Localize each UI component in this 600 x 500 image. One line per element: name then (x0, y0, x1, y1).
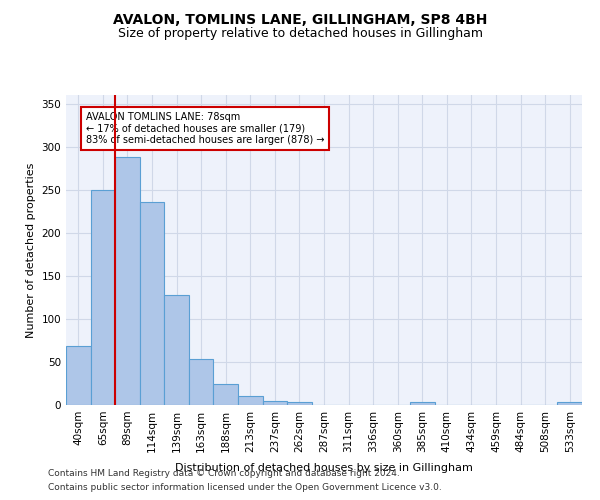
Bar (115, 157, 140, 405)
Text: AVALON, TOMLINS LANE, GILLINGHAM, SP8 4BH: AVALON, TOMLINS LANE, GILLINGHAM, SP8 4B… (113, 12, 487, 26)
Bar (557, 402, 582, 405)
Bar (410, 402, 434, 405)
Text: Contains public sector information licensed under the Open Government Licence v3: Contains public sector information licen… (48, 484, 442, 492)
Text: Size of property relative to detached houses in Gillingham: Size of property relative to detached ho… (118, 28, 482, 40)
Text: AVALON TOMLINS LANE: 78sqm
← 17% of detached houses are smaller (179)
83% of sem: AVALON TOMLINS LANE: 78sqm ← 17% of deta… (86, 112, 324, 146)
Bar (91, 190, 115, 405)
Y-axis label: Number of detached properties: Number of detached properties (26, 162, 36, 338)
X-axis label: Distribution of detached houses by size in Gillingham: Distribution of detached houses by size … (175, 463, 473, 473)
Bar (238, 396, 263, 405)
Bar (164, 295, 189, 405)
Bar (66, 346, 91, 405)
Bar (189, 360, 214, 405)
Bar (140, 202, 164, 405)
Text: Contains HM Land Registry data © Crown copyright and database right 2024.: Contains HM Land Registry data © Crown c… (48, 468, 400, 477)
Bar (287, 402, 312, 405)
Bar (263, 400, 287, 405)
Bar (214, 384, 238, 405)
